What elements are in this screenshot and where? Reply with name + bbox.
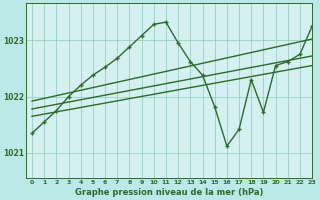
X-axis label: Graphe pression niveau de la mer (hPa): Graphe pression niveau de la mer (hPa) (75, 188, 263, 197)
